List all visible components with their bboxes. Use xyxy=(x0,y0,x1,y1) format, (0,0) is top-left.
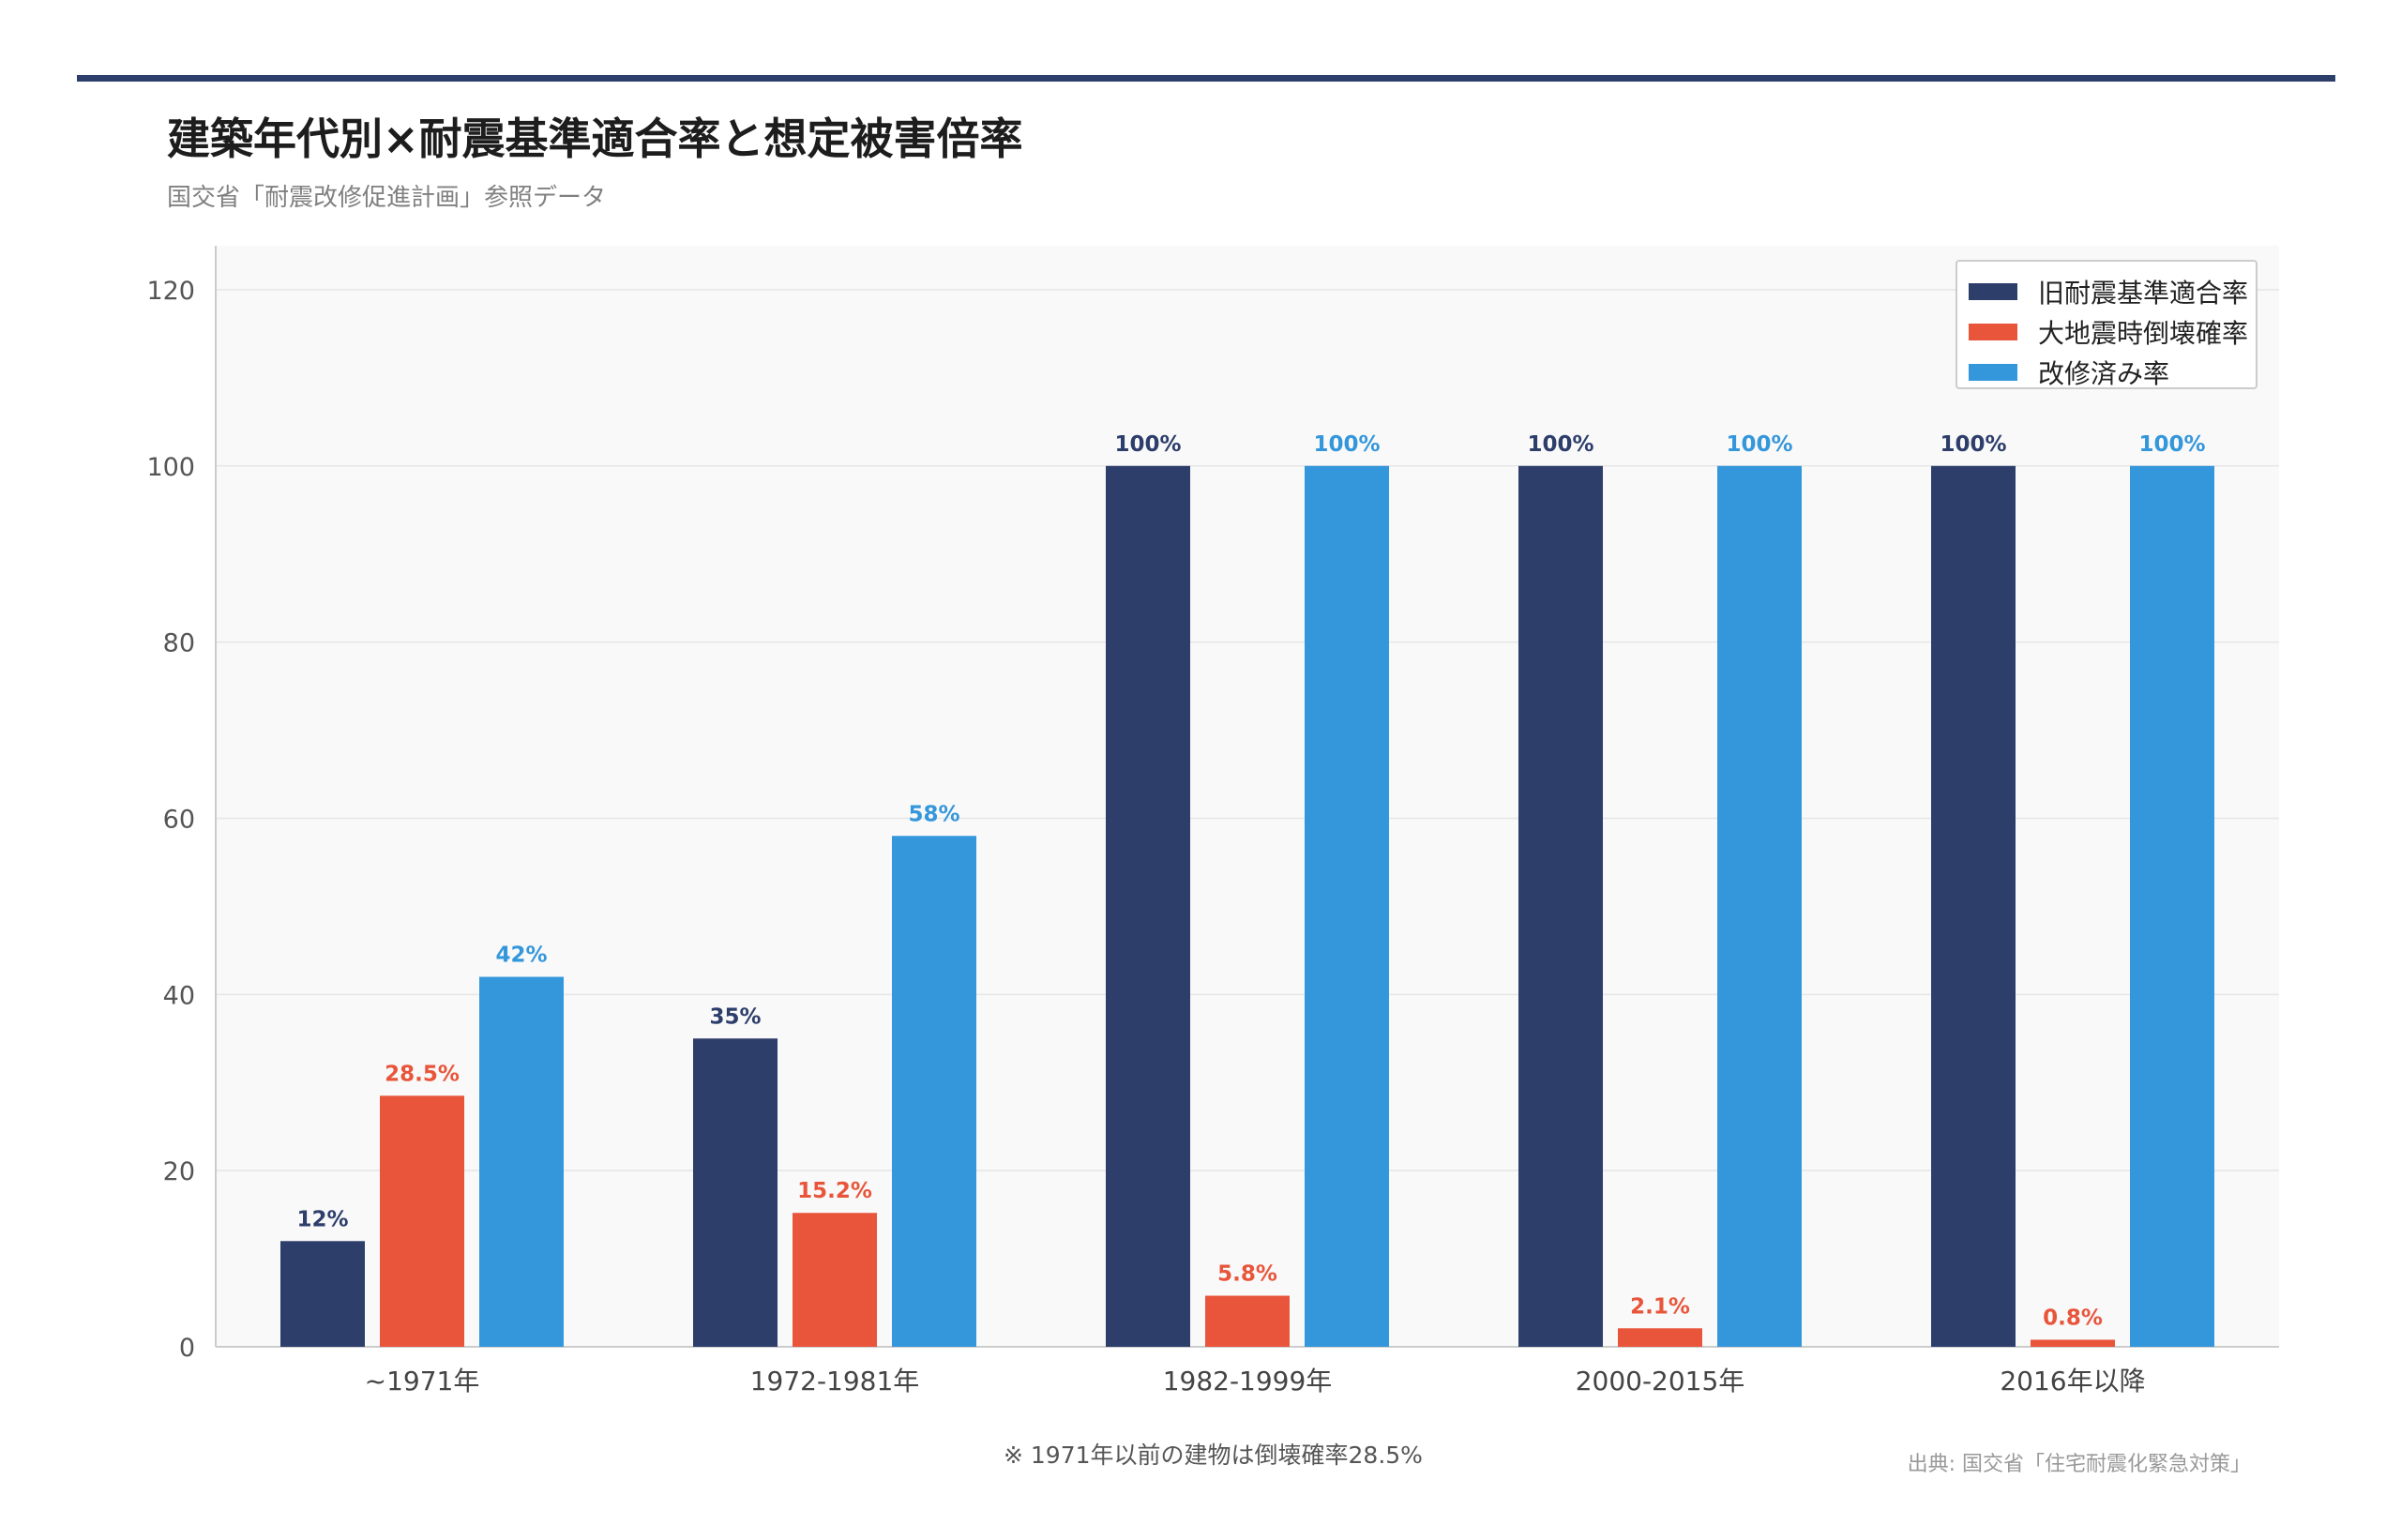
bar xyxy=(1106,465,1190,1347)
y-tick-label: 0 xyxy=(179,1334,195,1363)
data-label: 0.8% xyxy=(2043,1306,2103,1330)
bar xyxy=(793,1213,877,1347)
data-label: 100% xyxy=(1114,432,1181,457)
bar xyxy=(2130,465,2214,1347)
bar xyxy=(1618,1328,1702,1347)
legend: 旧耐震基準適合率 大地震時倒壊確率 改修済み率 xyxy=(1956,260,2258,389)
bar xyxy=(892,836,976,1347)
x-tick-label: 2016年以降 xyxy=(2000,1366,2145,1397)
y-tick-label: 100 xyxy=(146,453,195,482)
source-credit: 出典: 国交省「住宅耐震化緊急対策」 xyxy=(1907,1453,2251,1476)
data-label: 100% xyxy=(1313,432,1380,457)
legend-label-retrofit-rate: 改修済み率 xyxy=(2038,357,2170,389)
data-label: 100% xyxy=(2138,432,2205,457)
data-label: 100% xyxy=(1940,432,2006,457)
data-label: 42% xyxy=(495,944,547,968)
legend-item-collapse-probability: 大地震時倒壊確率 xyxy=(1969,311,2256,352)
data-label: 35% xyxy=(709,1004,761,1029)
bar xyxy=(1205,1295,1290,1347)
bar xyxy=(280,1241,365,1347)
y-tick-label: 60 xyxy=(163,805,195,834)
data-label: 100% xyxy=(1527,432,1593,457)
bar xyxy=(693,1038,778,1347)
x-tick-label: 1982-1999年 xyxy=(1163,1366,1333,1397)
bar xyxy=(479,976,564,1347)
bar xyxy=(1518,465,1603,1347)
x-tick-label: ~1971年 xyxy=(365,1366,480,1397)
bar xyxy=(1931,465,2016,1347)
x-tick-label: 1972-1981年 xyxy=(750,1366,920,1397)
bar xyxy=(380,1095,464,1347)
legend-label-collapse-probability: 大地震時倒壊確率 xyxy=(2038,317,2249,349)
legend-swatch-retrofit-rate xyxy=(1969,363,2017,381)
data-label: 5.8% xyxy=(1217,1262,1277,1287)
chart-subtitle: 国交省「耐震改修促進計画」参照データ xyxy=(167,184,607,212)
bar xyxy=(2031,1339,2115,1347)
legend-swatch-old-standard xyxy=(1969,282,2017,300)
x-tick-label: 2000-2015年 xyxy=(1576,1366,1745,1397)
legend-swatch-collapse-probability xyxy=(1969,323,2017,340)
data-label: 100% xyxy=(1726,432,1792,457)
bar xyxy=(1717,465,1802,1347)
bar xyxy=(1305,465,1389,1347)
data-label: 15.2% xyxy=(797,1179,872,1203)
y-tick-label: 40 xyxy=(163,981,195,1010)
data-label: 2.1% xyxy=(1630,1294,1690,1319)
legend-item-old-standard: 旧耐震基準適合率 xyxy=(1969,271,2256,311)
y-tick-label: 80 xyxy=(163,629,195,658)
top-rule xyxy=(77,75,2335,82)
legend-item-retrofit-rate: 改修済み率 xyxy=(1969,352,2256,392)
chart-title: 建築年代別×耐震基準適合率と想定被害倍率 xyxy=(167,113,1023,164)
footnote: ※ 1971年以前の建物は倒壊確率28.5% xyxy=(1004,1442,1423,1469)
data-label: 58% xyxy=(908,802,959,826)
y-tick-label: 120 xyxy=(146,277,195,306)
legend-label-old-standard: 旧耐震基準適合率 xyxy=(2038,277,2249,309)
data-label: 12% xyxy=(296,1207,348,1231)
data-label: 28.5% xyxy=(385,1062,460,1086)
y-tick-label: 20 xyxy=(163,1157,195,1186)
